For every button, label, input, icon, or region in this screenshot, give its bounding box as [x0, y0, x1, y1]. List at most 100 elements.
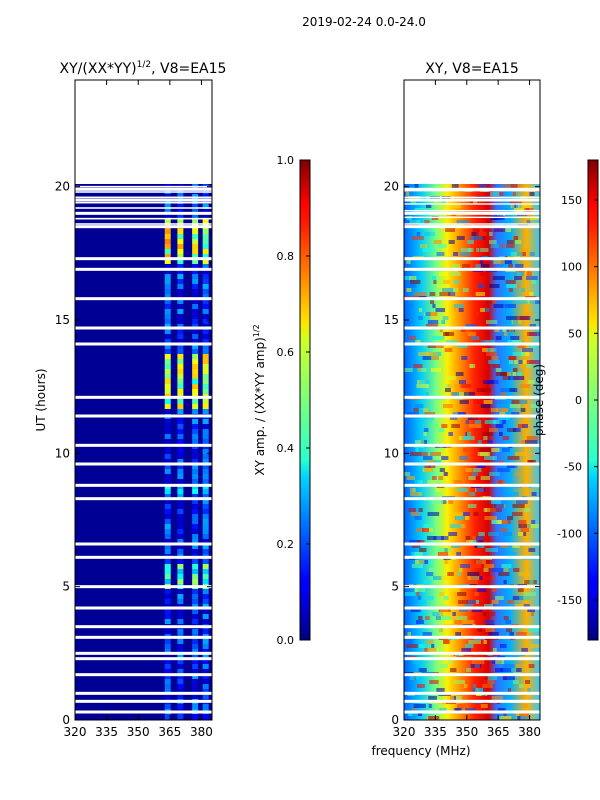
right-heatmap-cell [426, 560, 433, 564]
left-heatmap-cell [177, 334, 184, 339]
right-heatmap-cell [457, 412, 467, 416]
left-heatmap-cell [192, 434, 199, 439]
left-heatmap-gap [75, 198, 212, 202]
left-heatmap-cell [192, 264, 199, 269]
right-heatmap-cell [526, 220, 531, 224]
left-heatmap-cell [192, 644, 199, 649]
left-heatmap-cell [192, 489, 199, 494]
left-heatmap-cell [192, 279, 199, 284]
left-heatmap-cell [192, 439, 199, 444]
right-heatmap-cell [471, 608, 483, 612]
amplitude-colorbar-tick-label: 1.0 [277, 154, 295, 167]
right-heatmap-cell [468, 492, 472, 496]
right-heatmap-cell [472, 200, 478, 204]
right-heatmap-cell [449, 620, 453, 624]
right-heatmap-cell [424, 412, 436, 416]
left-heatmap-cell [177, 689, 184, 694]
left-heatmap-cell [164, 409, 171, 414]
left-panel: XY/(XX*YY)1/2, V8=EA15 320 335 350 365 380 0… [34, 60, 226, 739]
right-heatmap-cell [515, 604, 524, 608]
right-heatmap-cell [506, 372, 512, 376]
right-heatmap-cell [483, 612, 487, 616]
right-heatmap-cell [466, 540, 473, 544]
left-heatmap-gap [75, 555, 212, 559]
left-heatmap-cell [177, 404, 184, 409]
right-heatmap-cell [531, 520, 536, 524]
right-heatmap-cell [448, 500, 454, 504]
right-heatmap-cell [499, 412, 506, 416]
left-heatmap-cell [177, 339, 184, 344]
right-heatmap-cell [456, 220, 470, 224]
right-heatmap-cell [520, 288, 526, 292]
right-heatmap-cell [441, 536, 449, 540]
right-heatmap-cell [529, 324, 537, 328]
right-heatmap-cell [409, 488, 416, 492]
right-heatmap-cell [506, 240, 515, 244]
right-heatmap-cell [515, 664, 522, 668]
left-heatmap-gap [75, 635, 212, 639]
right-heatmap-cell [489, 348, 495, 352]
amplitude-colorbar-tick-label: 0.6 [277, 346, 295, 359]
right-heatmap-cell [466, 600, 480, 604]
left-heatmap-cell [192, 269, 199, 274]
right-heatmap-cell [515, 264, 524, 268]
left-heatmap-cell [192, 454, 199, 459]
right-heatmap-cell [480, 260, 484, 264]
left-heatmap-cell [177, 629, 184, 634]
right-heatmap-gap [404, 635, 540, 639]
right-heatmap-cell [483, 640, 487, 644]
right-heatmap-cell [512, 552, 517, 556]
left-heatmap-cell [192, 214, 199, 219]
right-heatmap-cell [522, 348, 534, 352]
amplitude-colorbar-bar [299, 159, 311, 641]
left-heatmap-cell [192, 424, 199, 429]
right-heatmap-cell [469, 364, 474, 368]
left-heatmap-cell [192, 344, 199, 349]
left-heatmap-cell [177, 314, 184, 319]
right-x-tick-label: 350 [455, 725, 478, 739]
right-heatmap-cell [480, 264, 490, 268]
left-heatmap-cell [177, 704, 184, 709]
left-heatmap-cell [192, 549, 199, 554]
left-heatmap-cell [164, 499, 171, 504]
right-heatmap-cell [438, 272, 449, 276]
left-heatmap-cell [192, 379, 199, 384]
right-heatmap-cell [471, 660, 485, 664]
right-heatmap-cell [513, 272, 524, 276]
right-heatmap-gap [404, 225, 540, 229]
right-heatmap-cell [482, 684, 493, 688]
left-heatmap-cell [202, 514, 209, 519]
left-heatmap-cell [177, 494, 184, 499]
left-heatmap-cell [164, 369, 171, 374]
left-y-tick-label: 20 [55, 180, 70, 194]
right-heatmap-cell [456, 236, 465, 240]
left-heatmap-cell [177, 579, 184, 584]
right-heatmap-cell [486, 300, 493, 304]
right-heatmap-cell [489, 284, 500, 288]
left-heatmap-cell [192, 419, 199, 424]
left-heatmap-cell [177, 514, 184, 519]
left-heatmap-cell [164, 659, 171, 664]
left-heatmap-cell [192, 704, 199, 709]
left-heatmap-cell [192, 289, 199, 294]
left-heatmap-cell [202, 539, 209, 544]
right-heatmap-cell [458, 308, 464, 312]
right-heatmap-cell [508, 356, 517, 360]
right-heatmap-cell [528, 628, 540, 632]
right-heatmap-cell [480, 476, 490, 480]
left-heatmap-cell [202, 374, 209, 379]
right-heatmap-gap [404, 223, 540, 225]
left-heatmap-cell [202, 314, 209, 319]
x-axis-label: frequency (MHz) [371, 744, 470, 758]
right-heatmap-cell [476, 488, 486, 492]
right-heatmap-cell [410, 608, 421, 612]
left-heatmap-cell [202, 344, 209, 349]
left-heatmap-cell [202, 644, 209, 649]
right-heatmap-cell [510, 252, 523, 256]
left-heatmap-gap [75, 201, 212, 204]
left-heatmap-cell [202, 509, 209, 514]
right-heatmap-cell [430, 452, 441, 456]
right-heatmap-cell [491, 600, 499, 604]
left-heatmap-cell [192, 574, 199, 579]
right-heatmap-cell [437, 324, 445, 328]
